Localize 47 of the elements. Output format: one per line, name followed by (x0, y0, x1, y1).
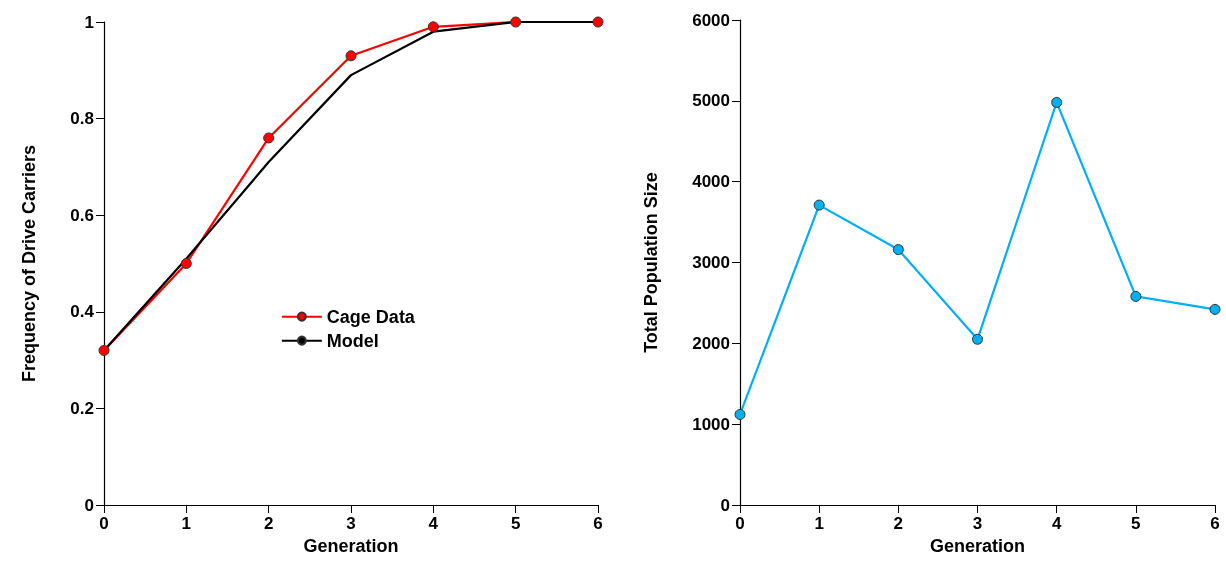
x-tick-label: 1 (181, 514, 192, 533)
y-tick-label: 0.4 (70, 302, 95, 322)
x-tick-label: 3 (346, 514, 356, 533)
y-axis-title: Total Population Size (641, 172, 661, 353)
x-axis-title: Generation (303, 535, 399, 556)
x-tick-label: 4 (428, 514, 439, 533)
y-tick-label: 0.6 (70, 205, 94, 225)
x-tick-label: 6 (1210, 514, 1220, 533)
point (972, 333, 983, 345)
point (263, 132, 275, 144)
point (734, 408, 746, 420)
x-tick-label: 6 (593, 514, 603, 533)
point (98, 344, 110, 356)
x-axis-title: Generation (929, 535, 1026, 556)
y-axis-title: Frequency of Drive Carriers (19, 144, 39, 383)
x-tick-label: 0 (735, 514, 745, 533)
point (592, 16, 604, 28)
y-tick-label: 0.8 (70, 109, 94, 129)
x-tick-label: 0 (99, 514, 109, 533)
point (813, 199, 825, 211)
x-tick-label: 2 (263, 514, 274, 533)
legend-label: Model (326, 330, 379, 351)
point (427, 21, 439, 33)
y-tick-label: 0 (720, 495, 730, 515)
y-tick-label: 2000 (692, 333, 730, 353)
x-tick-label: 2 (893, 514, 904, 533)
point (1051, 96, 1063, 108)
y-tick-label: 3000 (692, 253, 730, 272)
point (1209, 303, 1221, 315)
point (180, 258, 192, 269)
y-tick-label: 0 (84, 495, 94, 515)
x-tick-label: 5 (1131, 514, 1141, 533)
point (892, 244, 904, 256)
y-tick-label: 1 (84, 12, 94, 32)
y-tick-label: 0.2 (70, 398, 94, 418)
x-tick-label: 5 (510, 514, 521, 533)
y-tick-label: 5000 (692, 91, 730, 111)
x-tick-label: 1 (814, 514, 824, 533)
x-tick-label: 4 (1051, 514, 1062, 533)
y-tick-label: 6000 (692, 10, 730, 30)
y-tick-label: 1000 (692, 414, 730, 434)
legend-label: Cage Data (326, 306, 416, 327)
y-tick-label: 4000 (692, 172, 730, 192)
point (1130, 290, 1142, 302)
x-tick-label: 3 (972, 514, 983, 533)
point (345, 50, 357, 62)
point (510, 16, 522, 28)
